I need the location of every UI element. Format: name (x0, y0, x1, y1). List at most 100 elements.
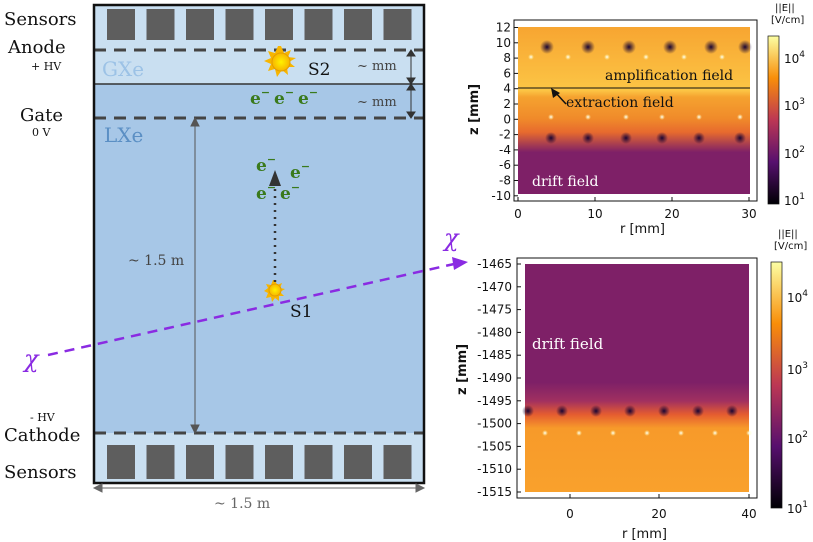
bottom-colorbar-title: ||E|| (778, 229, 798, 240)
cathode-wire-glow (576, 430, 582, 436)
bottom-x-axis-label: r [mm] (622, 527, 667, 542)
top-field-map (518, 27, 750, 194)
cathode-label: Cathode (4, 425, 80, 446)
top-colorbar (767, 35, 780, 205)
extraction-field-label: extraction field (566, 95, 674, 111)
cathode-wire-marker (624, 405, 636, 417)
top-colorbar-unit: [V/cm] (771, 15, 804, 26)
gxe-label: GXe (102, 57, 144, 81)
sensor-pmt (146, 445, 175, 479)
y-tick-label: -1490 (477, 371, 512, 385)
bottom-y-axis-ticks: -1465 -1470 -1475 -1480 -1485 -1490 -1495 -1500… (477, 257, 521, 499)
s1-label: S1 (290, 302, 312, 322)
chi-arrowhead (452, 257, 468, 270)
gate-voltage-label: 0 V (32, 126, 51, 139)
tpc-outline (92, 3, 426, 485)
sensor-pmt (225, 9, 254, 40)
bottom-sensor-region (94, 433, 424, 483)
cathode-wire-marker (692, 405, 704, 417)
gate-wire-marker (582, 132, 594, 144)
electron-s2-1: e− (250, 86, 270, 109)
x-tick-label: 20 (651, 507, 666, 521)
anode-wire-marker (581, 40, 595, 54)
top-sensor-region (94, 5, 424, 50)
gate-wire-marker (734, 132, 746, 144)
electron-drift-2: e− (290, 160, 310, 183)
height-label: ~ 1.5 m (128, 253, 184, 269)
bottom-sensor-array (107, 445, 412, 479)
chi-label-left: χ (22, 345, 40, 373)
colorbar-tick-label: 101 (784, 192, 805, 208)
cathode-wire-glow (542, 430, 548, 436)
colorbar-tick-label: 101 (787, 500, 808, 516)
cathode-wire-marker (658, 405, 670, 417)
y-tick-label: -8 (499, 174, 511, 188)
y-tick-label: 6 (503, 66, 511, 80)
anode-wire-marker (738, 40, 752, 54)
top-y-axis-label: z [mm] (467, 84, 482, 135)
x-tick-label: 10 (587, 207, 602, 221)
gate-wire-marker (693, 132, 705, 144)
amplification-field-label: amplification field (605, 68, 733, 84)
bottom-field-plot: drift field -1465-1470-1475-1480-1485-14… (455, 229, 808, 542)
y-tick-label: -1485 (477, 348, 512, 362)
sensor-pmt (265, 9, 293, 40)
y-tick-label: 8 (503, 51, 511, 65)
y-tick-label: -10 (491, 189, 511, 203)
bottom-x-axis-ticks: 0 20 40 (566, 494, 757, 521)
y-tick-label: -4 (499, 143, 511, 157)
y-tick-label: 10 (496, 36, 511, 50)
y-tick-label: -2 (499, 128, 511, 142)
y-tick-label: -1480 (477, 325, 512, 339)
y-tick-label: 12 (496, 21, 511, 35)
y-tick-label: -1465 (477, 257, 512, 271)
cathode-voltage-label: - HV (30, 411, 56, 424)
electron-drift-3: e− (256, 181, 276, 204)
cathode-wire-marker (590, 405, 602, 417)
y-tick-label: 4 (503, 82, 511, 96)
sensor-pmt (383, 445, 412, 479)
gate-wire-marker (620, 132, 632, 144)
sensor-pmt (344, 9, 372, 40)
cathode-wire-glow (644, 430, 650, 436)
sensor-pmt (265, 445, 293, 479)
bottom-colorbar-ticks: 104 103 102 101 (787, 289, 808, 516)
anode-wire-glow (565, 54, 571, 60)
anode-wire-glow (604, 54, 610, 60)
cathode-wire-glow (678, 430, 684, 436)
s2-label: S2 (308, 60, 330, 80)
colorbar-tick-label: 104 (784, 50, 805, 66)
top-field-plot: amplification field extraction field dri… (467, 3, 805, 237)
colorbar-tick-label: 102 (787, 430, 808, 446)
sensor-pmt (304, 445, 333, 479)
tpc-detector: GXe LXe ~ mm ~ mm ~ 1.5 m ~ 1.5 m (4, 3, 468, 512)
y-tick-label: -6 (499, 158, 511, 172)
anode-wire-marker (663, 40, 677, 54)
x-tick-label: 30 (741, 207, 756, 221)
bottom-y-axis-label: z [mm] (455, 344, 470, 395)
sensors-top-label: Sensors (4, 9, 77, 30)
sensor-pmt (383, 9, 412, 40)
gate-wire-glow (737, 114, 743, 120)
colorbar-tick-label: 104 (787, 289, 808, 305)
cathode-wire-glow (712, 430, 718, 436)
colorbar-tick-label: 103 (784, 97, 805, 113)
y-tick-label: 0 (503, 112, 511, 126)
s2-flash-icon (264, 46, 296, 77)
gate-wire-glow (696, 114, 702, 120)
sensor-pmt (107, 445, 135, 479)
bottom-field-wire-markers (522, 405, 752, 436)
x-tick-label: 0 (514, 207, 522, 221)
y-tick-label: -1500 (477, 417, 512, 431)
chi-label-right: χ (442, 224, 460, 252)
gate-label: Gate (20, 105, 63, 126)
gate-wire-glow (623, 114, 629, 120)
y-tick-label: -1515 (477, 485, 512, 499)
gate-wire-marker (656, 132, 668, 144)
y-tick-label: 2 (503, 97, 511, 111)
anode-wire-marker (622, 40, 636, 54)
x-tick-label: 0 (566, 507, 574, 521)
anode-wire-glow (643, 54, 649, 60)
s1-flash-icon (264, 280, 285, 302)
colorbar-tick-label: 103 (787, 361, 808, 377)
